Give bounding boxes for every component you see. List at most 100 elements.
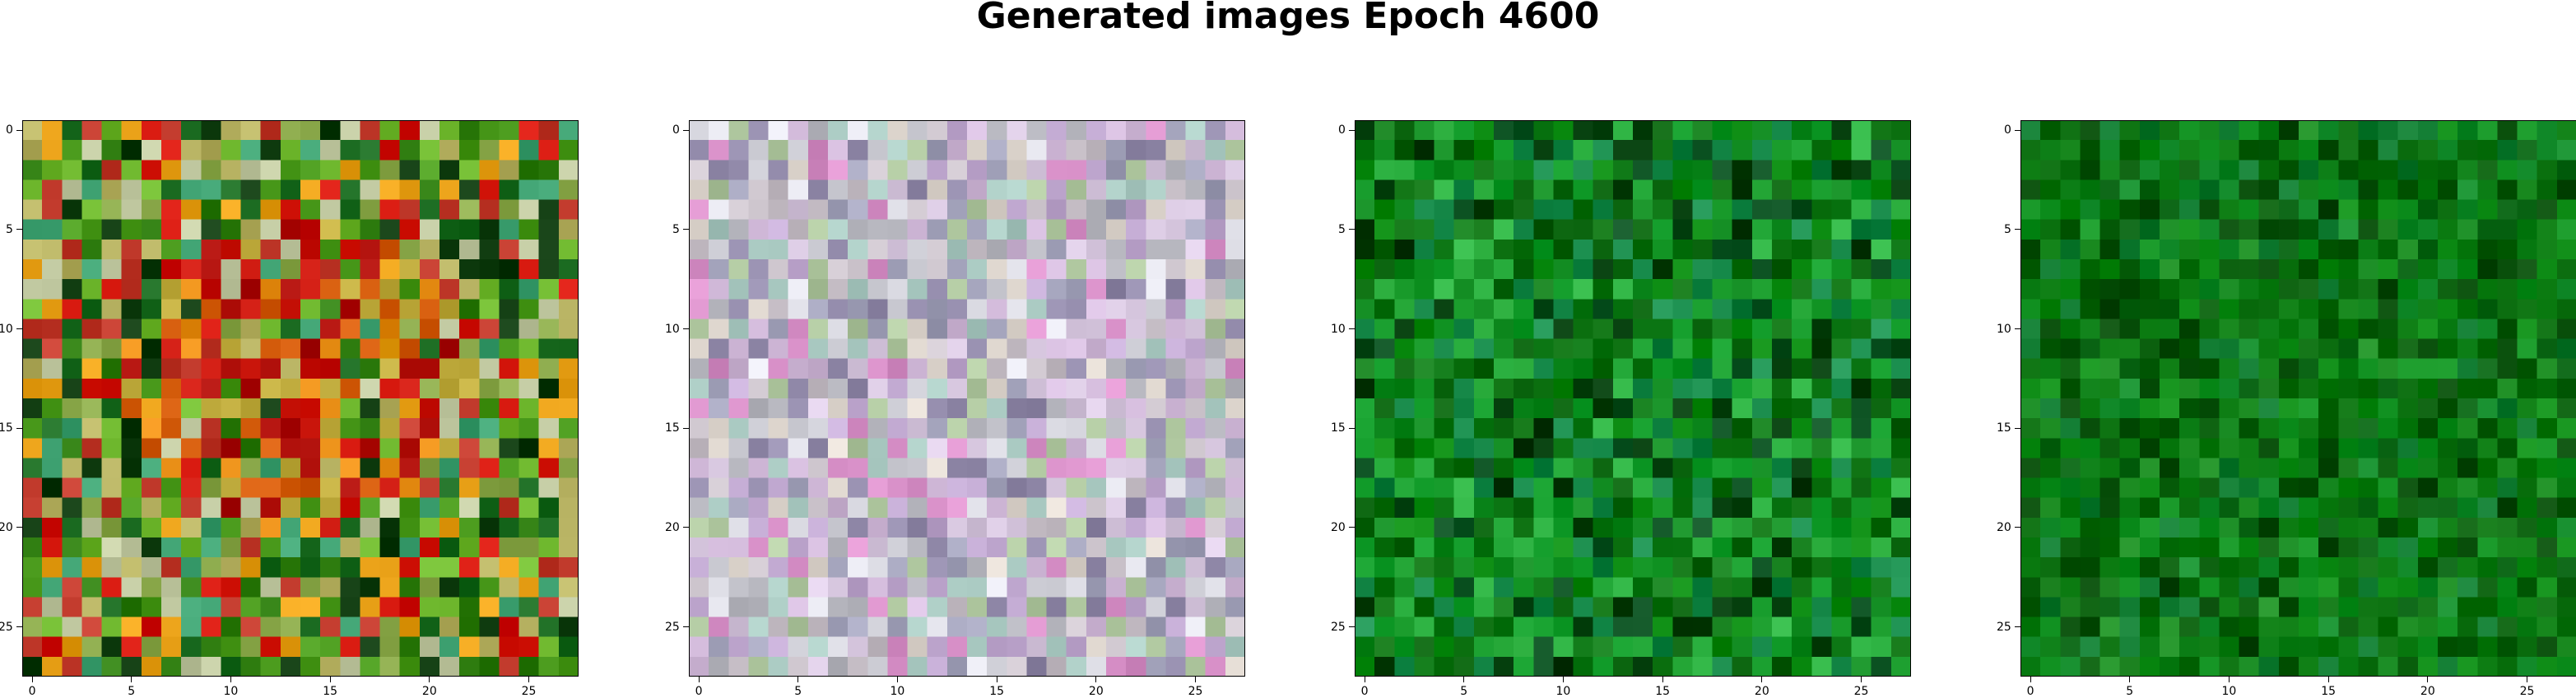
x-tick-mark [797, 677, 799, 682]
y-tick-mark [683, 626, 689, 628]
figure-title: Generated images Epoch 4600 [976, 0, 1600, 37]
x-tick-label: 20 [1754, 685, 1769, 698]
y-tick-mark [1349, 229, 1355, 230]
image-raster [2020, 120, 2576, 677]
x-tick-mark [1761, 677, 1763, 682]
image-raster [1355, 120, 1911, 677]
y-tick-mark [16, 427, 22, 429]
y-tick-label: 0 [1338, 123, 1346, 137]
x-tick-mark [1095, 677, 1097, 682]
image-panel-3: 0 5 10 15 20 25 0 5 10 15 20 25 [1331, 120, 1911, 697]
y-tick-label: 25 [665, 620, 680, 634]
x-tick-mark [1563, 677, 1564, 682]
y-tick-mark [683, 527, 689, 528]
x-tick-mark [1861, 677, 1862, 682]
y-tick-mark [2015, 427, 2020, 429]
y-tick-mark [16, 626, 22, 628]
x-tick-mark [2030, 677, 2031, 682]
x-tick-mark [1463, 677, 1465, 682]
image-raster [22, 120, 579, 677]
x-tick-label: 10 [890, 685, 905, 698]
y-tick-label: 10 [665, 322, 680, 336]
x-tick-label: 25 [2519, 685, 2535, 698]
x-tick-mark [230, 677, 231, 682]
y-tick-label: 10 [0, 322, 13, 336]
x-tick-mark [31, 677, 33, 682]
y-tick-label: 10 [1997, 322, 2011, 336]
y-tick-mark [2015, 229, 2020, 230]
y-tick-mark [1349, 328, 1355, 329]
y-tick-label: 20 [1997, 520, 2011, 534]
x-tick-mark [131, 677, 133, 682]
x-tick-label: 20 [1088, 685, 1104, 698]
x-tick-mark [2427, 677, 2429, 682]
x-tick-mark [528, 677, 530, 682]
x-tick-mark [2327, 677, 2329, 682]
y-tick-mark [1349, 129, 1355, 131]
x-tick-label: 5 [2126, 685, 2134, 698]
x-tick-label: 20 [2420, 685, 2435, 698]
y-tick-label: 5 [6, 222, 13, 236]
x-tick-label: 15 [2321, 685, 2337, 698]
x-tick-mark [329, 677, 331, 682]
x-tick-label: 15 [1655, 685, 1671, 698]
x-tick-label: 15 [989, 685, 1005, 698]
x-tick-label: 5 [794, 685, 802, 698]
y-tick-mark [1349, 527, 1355, 528]
x-tick-label: 10 [223, 685, 239, 698]
y-tick-label: 25 [0, 620, 13, 634]
y-tick-mark [16, 328, 22, 329]
x-tick-label: 5 [1460, 685, 1468, 698]
y-tick-mark [16, 527, 22, 528]
x-tick-label: 0 [2026, 685, 2034, 698]
x-tick-mark [429, 677, 430, 682]
y-tick-mark [2015, 527, 2020, 528]
y-tick-mark [2015, 328, 2020, 329]
y-tick-label: 5 [672, 222, 680, 236]
image-panel-4: 0 5 10 15 20 25 0 5 10 15 20 25 [1997, 120, 2576, 697]
x-tick-label: 25 [1188, 685, 1203, 698]
x-tick-label: 25 [1853, 685, 1869, 698]
image-panel-2: 0 5 10 15 20 25 0 5 10 15 20 25 [665, 120, 1245, 697]
x-tick-mark [2129, 677, 2131, 682]
image-raster [689, 120, 1245, 677]
x-tick-label: 20 [421, 685, 437, 698]
y-tick-label: 0 [2004, 123, 2011, 137]
y-tick-mark [16, 229, 22, 230]
y-tick-label: 25 [1331, 620, 1346, 634]
y-tick-label: 5 [1338, 222, 1346, 236]
x-tick-label: 15 [323, 685, 338, 698]
y-tick-label: 10 [1331, 322, 1346, 336]
y-tick-label: 15 [1331, 421, 1346, 435]
y-tick-mark [683, 328, 689, 329]
x-tick-mark [897, 677, 898, 682]
y-tick-mark [1349, 427, 1355, 429]
y-tick-label: 5 [2004, 222, 2011, 236]
y-tick-label: 15 [665, 421, 680, 435]
y-tick-mark [2015, 129, 2020, 131]
y-tick-mark [683, 129, 689, 131]
y-tick-mark [1349, 626, 1355, 628]
x-tick-label: 25 [521, 685, 537, 698]
x-tick-mark [2229, 677, 2230, 682]
y-tick-mark [683, 427, 689, 429]
x-tick-mark [1662, 677, 1663, 682]
y-tick-label: 20 [665, 520, 680, 534]
y-tick-mark [2015, 626, 2020, 628]
y-tick-label: 25 [1997, 620, 2011, 634]
y-tick-label: 0 [6, 123, 13, 137]
x-tick-label: 10 [1555, 685, 1571, 698]
y-tick-mark [16, 129, 22, 131]
x-tick-label: 0 [1360, 685, 1369, 698]
y-tick-label: 20 [0, 520, 13, 534]
y-tick-mark [683, 229, 689, 230]
y-tick-label: 15 [1997, 421, 2011, 435]
y-tick-label: 20 [1331, 520, 1346, 534]
x-tick-mark [1195, 677, 1197, 682]
x-tick-label: 5 [128, 685, 136, 698]
x-tick-label: 10 [2221, 685, 2237, 698]
y-tick-label: 15 [0, 421, 13, 435]
y-tick-label: 0 [672, 123, 680, 137]
x-tick-label: 0 [28, 685, 36, 698]
x-tick-label: 0 [695, 685, 703, 698]
